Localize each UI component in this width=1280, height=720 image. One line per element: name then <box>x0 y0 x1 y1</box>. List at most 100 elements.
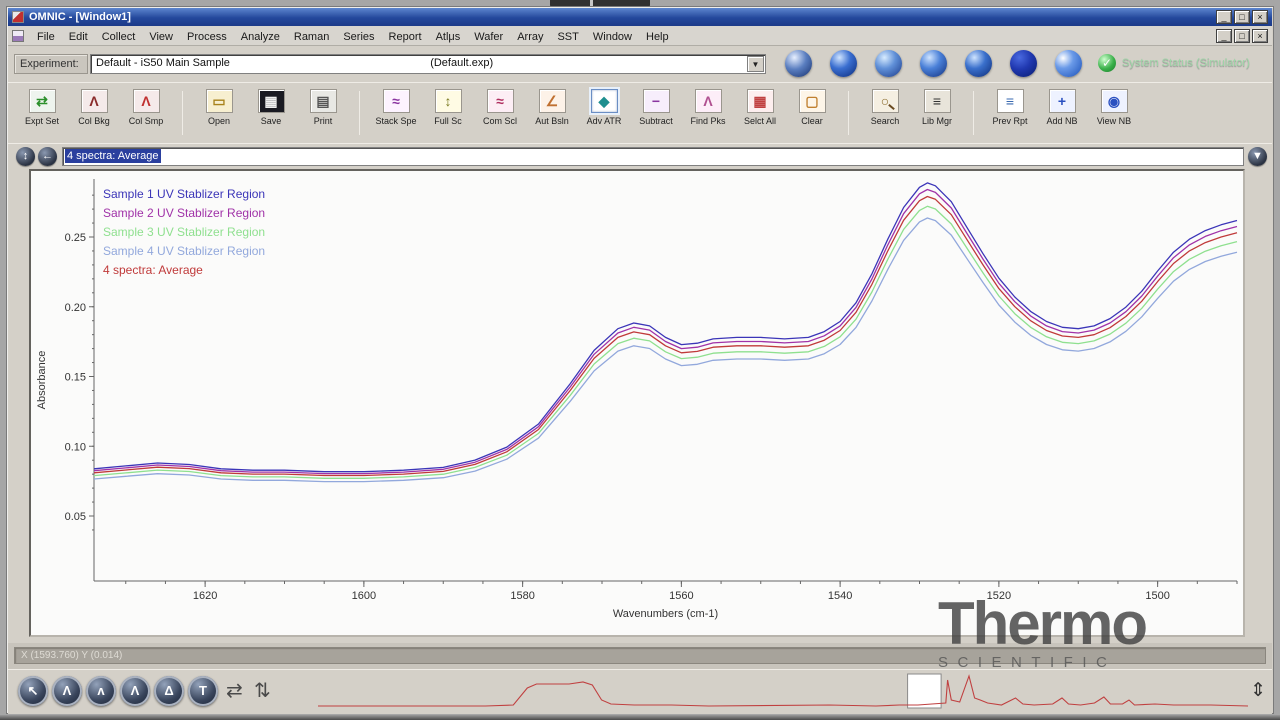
menu-item-array[interactable]: Array <box>517 30 544 43</box>
minimap-selection-box[interactable] <box>907 673 942 709</box>
toolbar-button-find-pks[interactable]: Λ Find Pks <box>682 87 734 126</box>
toolbar-button-view-nb[interactable]: ◉ View NB <box>1088 87 1140 126</box>
resize-panes-icon[interactable]: ⇕ <box>1250 680 1266 701</box>
toolbar-button-add-nb[interactable]: + Add NB <box>1036 87 1088 126</box>
orb-button-4[interactable] <box>920 50 947 77</box>
printer-icon: ▤ <box>309 89 337 113</box>
spectrum-back-button[interactable]: ← <box>38 147 57 166</box>
region-select-tool[interactable]: Λ <box>52 676 82 706</box>
spectrum-selector-bar: ↕ ← 4 spectra: Average ▼ <box>8 143 1272 169</box>
toolbar-button-subtract[interactable]: − Subtract <box>630 87 682 126</box>
toolbar-button-aut-bsln[interactable]: ∠ Aut Bsln <box>526 87 578 126</box>
toolbar-button-label: Lib Mgr <box>921 116 952 126</box>
window-title: OMNIC - [Window1] <box>29 11 131 23</box>
status-bar: X (1593.760) Y (0.014) <box>8 643 1272 669</box>
toolbar-button-print[interactable]: ▤ Print <box>297 87 349 126</box>
menu-item-edit[interactable]: Edit <box>68 30 88 43</box>
spectrum-minimap[interactable] <box>316 670 1251 715</box>
menu-item-analyze[interactable]: Analyze <box>240 30 280 43</box>
stack-display-tool[interactable]: ⇄ <box>226 680 243 702</box>
spectrum-title-field[interactable]: 4 spectra: Average <box>62 147 1244 166</box>
spectrum-dropdown-button[interactable]: ▼ <box>1248 147 1267 166</box>
orb-button-2[interactable] <box>830 50 857 77</box>
menu-item-atl-s[interactable]: Atlμs <box>435 30 461 43</box>
toolbar-button-full-sc[interactable]: ↕ Full Sc <box>422 87 474 126</box>
toolbar-button-label: Col Bkg <box>78 116 110 126</box>
restore-button[interactable]: □ <box>1234 28 1250 43</box>
toolbar-separator <box>973 91 974 135</box>
toolbar-button-search[interactable]: ○ Search <box>859 87 911 126</box>
toolbar-button-lib-mgr[interactable]: ≡ Lib Mgr <box>911 87 963 126</box>
toolbar-button-label: Aut Bsln <box>535 116 569 126</box>
legend-entry-5: 4 spectra: Average <box>103 263 203 277</box>
clear-icon: ▢ <box>798 89 826 113</box>
menu-item-sst[interactable]: SST <box>557 30 579 43</box>
toolbar-button-col-smp[interactable]: Λ Col Smp <box>120 87 172 126</box>
experiment-bar: Experiment: Default - iS50 Main Sample (… <box>8 46 1272 82</box>
spectrum-up-button[interactable]: ↕ <box>16 147 35 166</box>
toolbar-button-open[interactable]: ▭ Open <box>193 87 245 126</box>
library-manager-icon: ≡ <box>923 89 951 113</box>
toolbar-button-prev-rpt[interactable]: ≡ Prev Rpt <box>984 87 1036 126</box>
menu-item-report[interactable]: Report <box>388 30 422 43</box>
peak-area-tool[interactable]: Λ <box>120 676 150 706</box>
experiment-label: Experiment: <box>14 54 88 74</box>
close-button[interactable]: × <box>1252 28 1268 43</box>
toolbar-button-com-scl[interactable]: ≈ Com Scl <box>474 87 526 126</box>
toolbar-button-label: Save <box>260 116 282 126</box>
minimize-button[interactable]: _ <box>1216 10 1232 24</box>
series-sample-1-uv-stablizer-region <box>93 182 1238 473</box>
common-scale-icon: ≈ <box>486 89 514 113</box>
menu-item-window[interactable]: Window <box>592 30 632 43</box>
menu-item-file[interactable]: File <box>37 30 55 43</box>
select-all-icon: ▦ <box>746 89 774 113</box>
orb-button-1[interactable] <box>785 50 812 77</box>
menu-item-wafer[interactable]: Wafer <box>474 30 504 43</box>
spectrum-title-text: 4 spectra: Average <box>65 149 161 163</box>
toolbar-button-selct-all[interactable]: ▦ Selct All <box>734 87 786 126</box>
toolbar-button-expt-set[interactable]: ⇄ Expt Set <box>16 87 68 126</box>
menu-item-collect[interactable]: Collect <box>101 30 136 43</box>
orb-button-5[interactable] <box>965 50 992 77</box>
menu-item-help[interactable]: Help <box>646 30 669 43</box>
toolbar-button-stack-spe[interactable]: ≈ Stack Spe <box>370 87 422 126</box>
menu-bar: File Edit Collect View Process Analyze Raman Se… <box>8 26 1272 46</box>
orb-button-7[interactable] <box>1055 50 1082 77</box>
legend-entry-1: Sample 1 UV Stablizer Region <box>103 187 266 201</box>
annotation-tool[interactable]: T <box>188 676 218 706</box>
toolbar-button-col-bkg[interactable]: Λ Col Bkg <box>68 87 120 126</box>
toolbar-button-adv-atr[interactable]: ◆ Adv ATR <box>578 87 630 126</box>
close-button[interactable]: × <box>1252 10 1268 24</box>
menu-item-process[interactable]: Process <box>186 30 227 43</box>
chevron-down-icon[interactable]: ▼ <box>747 56 764 72</box>
svg-text:0.20: 0.20 <box>65 302 86 314</box>
spectrum-chart[interactable]: 1620 1600 1580 1560 1540 1520 1500 0.05 0.10 0.15… <box>31 171 1243 635</box>
legend-entry-4: Sample 4 UV Stablizer Region <box>103 244 266 258</box>
svg-text:Wavenumbers (cm-1): Wavenumbers (cm-1) <box>613 608 718 620</box>
peak-height-tool[interactable]: ʌ <box>86 676 116 706</box>
spectral-cursor-tool[interactable]: Δ <box>154 676 184 706</box>
scale-display-tool[interactable]: ⇅ <box>254 680 271 702</box>
minimize-button[interactable]: _ <box>1216 28 1232 43</box>
restore-button[interactable]: □ <box>1234 10 1250 24</box>
title-bar[interactable]: OMNIC - [Window1] _ □ × <box>8 8 1272 26</box>
toolbar-button-save[interactable]: ▦ Save <box>245 87 297 126</box>
series-4-spectra-average <box>93 195 1238 477</box>
orb-button-6[interactable] <box>1010 50 1037 77</box>
mdi-child-icon[interactable] <box>12 29 24 42</box>
app-icon <box>12 11 24 23</box>
experiment-filename: (Default.exp) <box>430 57 494 69</box>
chart-legend: Sample 1 UV Stablizer Region Sample 2 UV … <box>103 185 265 280</box>
toolbar-button-clear[interactable]: ▢ Clear <box>786 87 838 126</box>
orb-button-3[interactable] <box>875 50 902 77</box>
stack-spectra-icon: ≈ <box>382 89 410 113</box>
menu-item-view[interactable]: View <box>149 30 173 43</box>
menu-item-series[interactable]: Series <box>343 30 375 43</box>
toolbar-button-label: Print <box>313 116 333 126</box>
select-cursor-tool[interactable]: ↖ <box>18 676 48 706</box>
menu-item-raman[interactable]: Raman <box>293 30 330 43</box>
toolbar-button-label: Find Pks <box>690 116 726 126</box>
advanced-atr-icon: ◆ <box>590 89 618 113</box>
experiment-combobox[interactable]: Default - iS50 Main Sample (Default.exp)… <box>90 54 766 74</box>
